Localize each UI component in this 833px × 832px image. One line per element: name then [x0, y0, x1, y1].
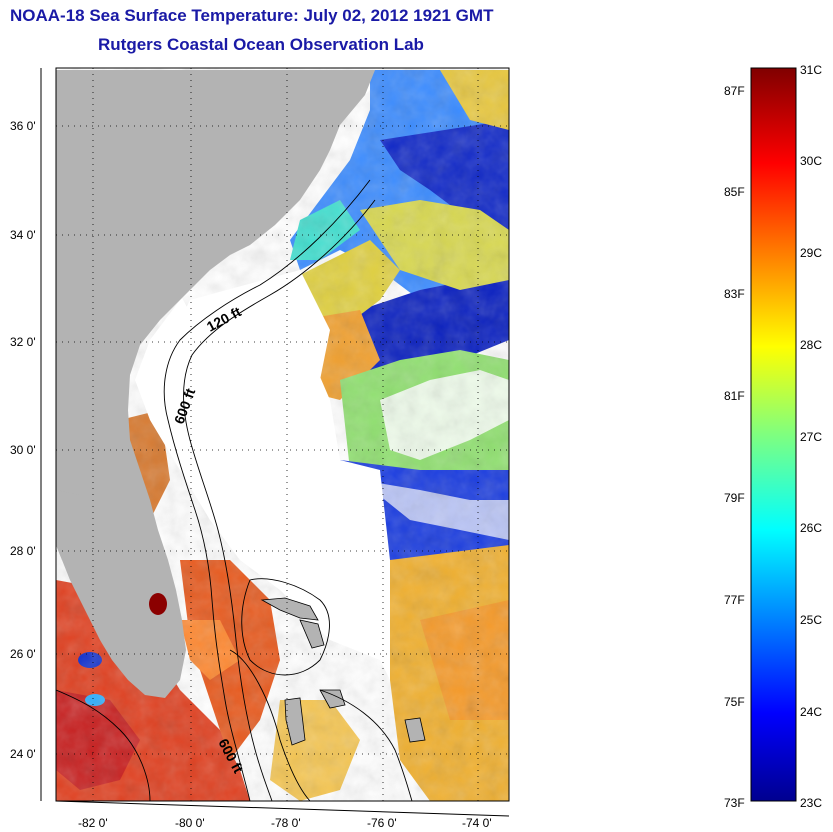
map-frame — [55, 67, 510, 802]
colorbar-f-81: 81F — [724, 389, 745, 403]
lon-label-78: -78 0' — [271, 816, 301, 830]
map-area: 120 ft 600 ft 600 ft — [56, 68, 509, 801]
colorbar-f-79: 79F — [724, 491, 745, 505]
lat-label-26: 26 0' — [10, 647, 36, 661]
colorbar-c-28: 28C — [800, 338, 823, 352]
lon-label-76: -76 0' — [367, 816, 397, 830]
colorbar-f-73: 73F — [724, 796, 745, 810]
colorbar-c-31: 31C — [800, 63, 823, 77]
lat-label-36: 36 0' — [10, 119, 36, 133]
colorbar-gradient — [750, 67, 797, 802]
colorbar-c-29: 29C — [800, 246, 823, 260]
grid-lines — [56, 68, 509, 801]
colorbar-c-23: 23C — [800, 796, 823, 810]
axis-ticks — [40, 68, 510, 817]
bathymetry-contours — [56, 179, 413, 801]
colorbar-c-27: 27C — [800, 430, 823, 444]
colorbar-f-75: 75F — [724, 695, 745, 709]
land-southeast-us — [56, 70, 375, 698]
map-title: NOAA-18 Sea Surface Temperature: July 02… — [10, 6, 494, 25]
lat-label-30: 30 0' — [10, 443, 36, 457]
colorbar-c-26: 26C — [800, 521, 823, 535]
colorbar-f-77: 77F — [724, 593, 745, 607]
bahamas — [260, 597, 426, 746]
lon-label-74: -74 0' — [462, 816, 492, 830]
lat-label-24: 24 0' — [10, 747, 36, 761]
map-subtitle: Rutgers Coastal Ocean Observation Lab — [98, 35, 424, 54]
lon-label-80: -80 0' — [175, 816, 205, 830]
colorbar-c-25: 25C — [800, 613, 823, 627]
lat-label-28: 28 0' — [10, 544, 36, 558]
lat-label-34: 34 0' — [10, 228, 36, 242]
lake-okeechobee — [149, 593, 167, 615]
lon-label-82: -82 0' — [78, 816, 108, 830]
colorbar-c-30: 30C — [800, 154, 823, 168]
colorbar-f-85: 85F — [724, 185, 745, 199]
colorbar-c-24: 24C — [800, 705, 823, 719]
colorbar-f-83: 83F — [724, 287, 745, 301]
lat-label-32: 32 0' — [10, 335, 36, 349]
colorbar-f-87: 87F — [724, 84, 745, 98]
